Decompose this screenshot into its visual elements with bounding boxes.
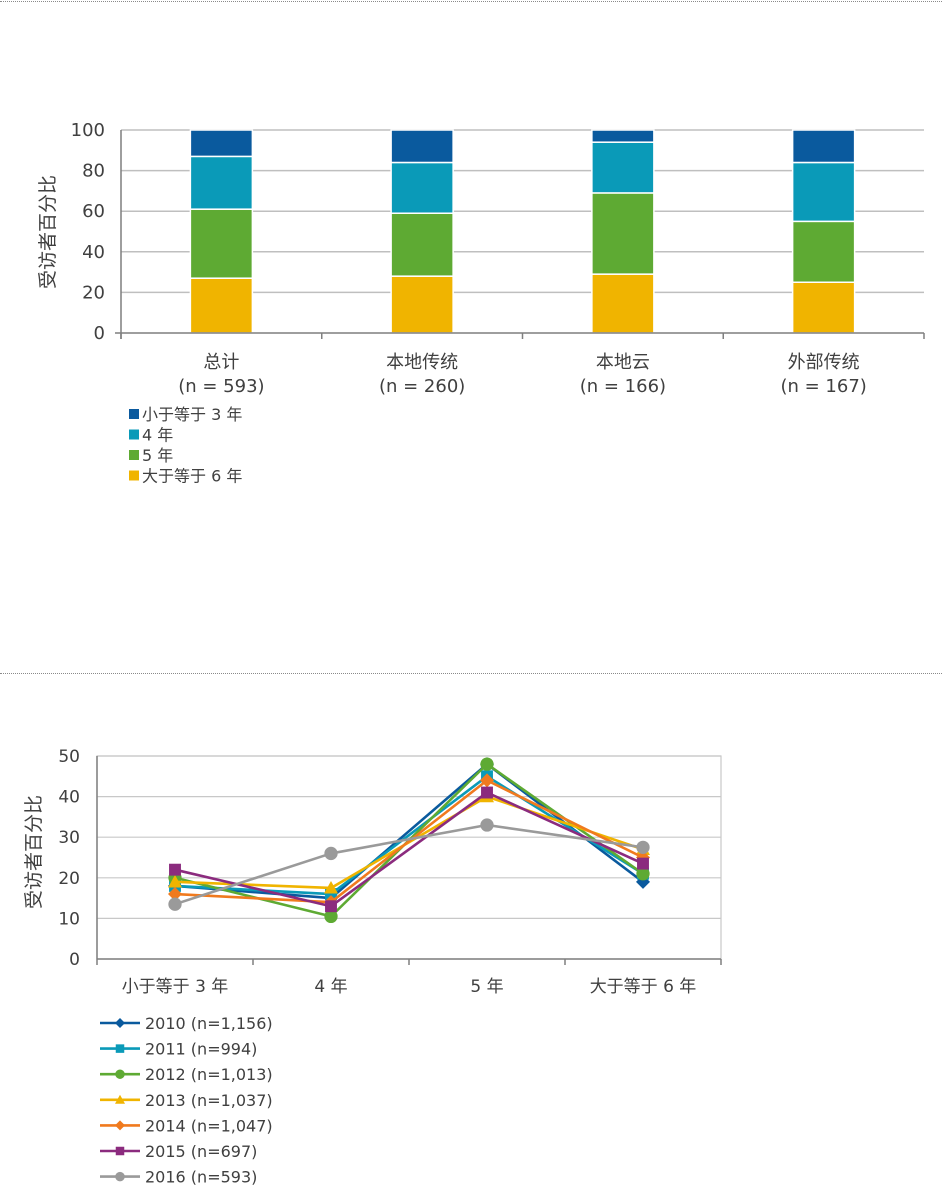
y-tick-label: 20 [58, 869, 80, 889]
x-category-sample-size: (n = 166) [580, 376, 666, 397]
data-point [115, 1018, 125, 1028]
x-category-label: 本地云 [596, 352, 650, 373]
bar-segment [591, 129, 655, 143]
x-category-label: 4 年 [314, 977, 347, 997]
y-tick-label: 0 [69, 950, 80, 970]
bar-segment [390, 275, 454, 334]
legend-label: 2014 (n=1,047) [145, 1116, 273, 1135]
legend-label: 2013 (n=1,037) [145, 1091, 273, 1110]
x-category-sample-size: (n = 593) [178, 376, 264, 397]
series-5 [169, 786, 649, 913]
y-tick-label: 0 [94, 323, 105, 344]
data-point [168, 897, 182, 911]
bar-segment [390, 129, 454, 164]
series-line [174, 779, 644, 904]
bar-segment [791, 220, 856, 284]
series-6 [168, 818, 650, 911]
x-category-sample-size: (n = 167) [780, 376, 866, 397]
x-category-label: 外部传统 [788, 352, 860, 373]
data-point [636, 840, 650, 854]
bar-segment [791, 161, 856, 223]
data-point [480, 773, 494, 788]
data-point [115, 1146, 125, 1156]
series-line [174, 823, 644, 906]
data-point [636, 867, 650, 881]
legend-label: 2015 (n=697) [145, 1142, 257, 1161]
y-tick-label: 60 [82, 201, 105, 222]
series-line [174, 791, 644, 908]
y-tick-label: 40 [82, 242, 105, 263]
data-point [115, 1044, 125, 1053]
data-point [168, 887, 182, 902]
legend-swatch [129, 429, 139, 440]
data-point [115, 1120, 125, 1131]
data-point [324, 880, 338, 894]
data-point [115, 1094, 125, 1104]
bar-segment [390, 161, 454, 214]
legend-label: 小于等于 3 年 [142, 405, 242, 424]
data-point [481, 786, 493, 799]
middle-divider [0, 673, 942, 674]
legend-label: 2016 (n=593) [145, 1168, 257, 1187]
data-point [325, 900, 337, 913]
data-point [168, 874, 182, 888]
data-point [115, 1171, 125, 1182]
x-category-label: 总计 [203, 352, 239, 373]
bar-segment [189, 129, 254, 158]
data-point [324, 909, 338, 924]
data-point [325, 888, 337, 900]
series-line [174, 774, 644, 896]
series-1 [169, 770, 649, 900]
legend-label: 2010 (n=1,156) [145, 1014, 273, 1033]
y-tick-label: 50 [58, 747, 80, 767]
x-category-label: 大于等于 6 年 [590, 977, 697, 997]
bar-segment [791, 129, 856, 164]
bar-segment [390, 212, 454, 277]
x-category-sample-size: (n = 260) [379, 376, 465, 397]
data-point [480, 818, 494, 832]
legend-label: 2011 (n=994) [145, 1040, 257, 1059]
top-divider [0, 1, 942, 2]
data-point [324, 846, 338, 861]
data-point [480, 757, 494, 771]
legend-swatch [129, 450, 139, 460]
bar-segment [591, 192, 655, 275]
legend-swatch [129, 409, 139, 419]
y-axis-label: 受访者百分比 [23, 795, 45, 909]
y-tick-label: 100 [71, 120, 105, 141]
x-category-label: 小于等于 3 年 [122, 977, 229, 997]
legend-label: 5 年 [142, 446, 173, 465]
y-tick-label: 20 [82, 282, 105, 303]
y-tick-label: 30 [58, 828, 80, 848]
legend-label: 大于等于 6 年 [142, 467, 242, 486]
data-point [169, 863, 181, 876]
legend-label: 4 年 [142, 426, 173, 445]
legend-label: 2012 (n=1,013) [145, 1065, 273, 1084]
x-category-label: 5 年 [470, 977, 503, 997]
bar-segment [591, 141, 655, 194]
data-point [115, 1069, 125, 1079]
legend-swatch [129, 470, 139, 481]
x-category-label: 本地传统 [386, 352, 458, 373]
y-tick-label: 10 [58, 909, 80, 929]
data-point [637, 857, 649, 870]
y-axis-label: 受访者百分比 [37, 175, 59, 289]
y-tick-label: 40 [58, 788, 80, 808]
stacked-bar-chart: 0 20 40 60 80 100 总计 (n = 593) 本地传统 (n = 260) 本地云 (… [37, 120, 925, 486]
y-tick-label: 80 [82, 161, 105, 182]
